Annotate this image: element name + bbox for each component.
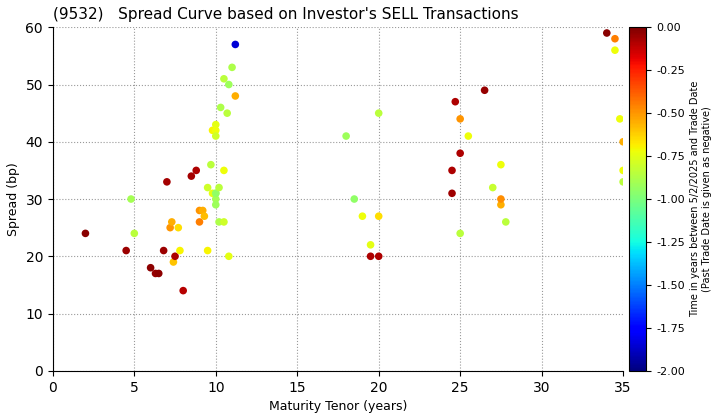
Point xyxy=(168,259,179,265)
Point xyxy=(495,196,507,202)
Point xyxy=(164,224,176,231)
Point xyxy=(462,133,474,139)
Point xyxy=(210,133,222,139)
Point xyxy=(210,202,222,208)
Point xyxy=(145,264,156,271)
Point xyxy=(617,178,629,185)
Point xyxy=(365,253,377,260)
Point xyxy=(199,213,210,220)
Point xyxy=(210,190,222,197)
Point xyxy=(446,190,458,197)
Point xyxy=(202,184,213,191)
X-axis label: Maturity Tenor (years): Maturity Tenor (years) xyxy=(269,400,407,413)
Point xyxy=(487,184,498,191)
Point xyxy=(169,253,181,260)
Point xyxy=(341,133,352,139)
Point xyxy=(161,178,173,185)
Point xyxy=(202,247,213,254)
Point xyxy=(365,241,377,248)
Point xyxy=(446,167,458,174)
Point xyxy=(194,218,205,225)
Point xyxy=(210,127,222,134)
Point xyxy=(173,224,184,231)
Point xyxy=(617,139,629,145)
Point xyxy=(479,87,490,94)
Point xyxy=(215,104,226,111)
Point xyxy=(218,218,230,225)
Point xyxy=(373,110,384,116)
Point xyxy=(210,196,222,202)
Point xyxy=(153,270,164,277)
Point xyxy=(210,190,222,197)
Point xyxy=(213,218,225,225)
Point xyxy=(495,202,507,208)
Point xyxy=(348,196,360,202)
Y-axis label: Spread (bp): Spread (bp) xyxy=(7,162,20,236)
Point xyxy=(614,116,626,122)
Point xyxy=(449,98,461,105)
Point xyxy=(218,76,230,82)
Point xyxy=(174,247,186,254)
Point xyxy=(218,167,230,174)
Point xyxy=(213,184,225,191)
Point xyxy=(373,213,384,220)
Point xyxy=(454,150,466,157)
Point xyxy=(205,161,217,168)
Point xyxy=(356,213,368,220)
Point xyxy=(207,127,218,134)
Point xyxy=(617,167,629,174)
Point xyxy=(197,207,209,214)
Point xyxy=(500,218,511,225)
Point xyxy=(210,121,222,128)
Point xyxy=(454,116,466,122)
Point xyxy=(223,253,235,260)
Point xyxy=(158,247,169,254)
Point xyxy=(150,270,161,277)
Point xyxy=(609,35,621,42)
Point xyxy=(129,230,140,237)
Point xyxy=(454,230,466,237)
Point xyxy=(222,110,233,116)
Point xyxy=(177,287,189,294)
Point xyxy=(230,93,241,100)
Point xyxy=(125,196,137,202)
Point xyxy=(373,253,384,260)
Point xyxy=(120,247,132,254)
Point xyxy=(186,173,197,179)
Point xyxy=(194,207,205,214)
Point xyxy=(601,30,613,37)
Point xyxy=(166,218,178,225)
Point xyxy=(609,47,621,53)
Point xyxy=(495,161,507,168)
Text: (9532)   Spread Curve based on Investor's SELL Transactions: (9532) Spread Curve based on Investor's … xyxy=(53,7,518,22)
Point xyxy=(80,230,91,237)
Point xyxy=(230,41,241,48)
Y-axis label: Time in years between 5/2/2025 and Trade Date
(Past Trade Date is given as negat: Time in years between 5/2/2025 and Trade… xyxy=(690,81,712,317)
Point xyxy=(191,167,202,174)
Point xyxy=(223,81,235,88)
Point xyxy=(207,190,218,197)
Point xyxy=(226,64,238,71)
